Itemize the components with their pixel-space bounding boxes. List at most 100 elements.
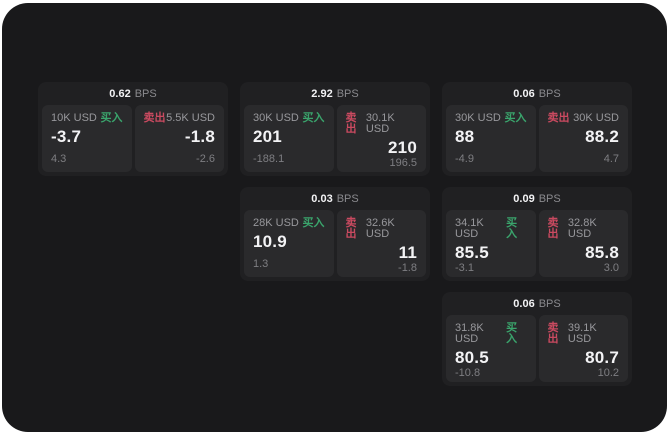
- quote-panels: 30K USD 买入 88 -4.9 卖出 30K USD 88.2 4.7: [446, 105, 628, 172]
- bps-unit-label: BPS: [538, 297, 561, 310]
- spread-card: 0.62 BPS 10K USD 买入 -3.7 4.3 卖出 5.5K USD…: [38, 82, 228, 176]
- buy-size-label: 28K USD: [253, 217, 299, 229]
- buy-size-label: 34.1K USD: [455, 217, 484, 240]
- bps-value: 0.03: [311, 192, 333, 205]
- bps-value: 0.06: [513, 297, 535, 310]
- bps-value: 0.62: [109, 87, 131, 100]
- sell-panel-top-row: 卖出 32.6K USD: [346, 218, 418, 240]
- buy-side-badge: 买入: [302, 112, 325, 124]
- card-header: 0.06 BPS: [446, 82, 628, 105]
- buy-quote-panel[interactable]: 10K USD 买入 -3.7 4.3: [42, 105, 132, 172]
- card-header: 0.62 BPS: [42, 82, 224, 105]
- buy-price-value: -3.7: [51, 127, 82, 146]
- buy-price-value: 10.9: [253, 232, 287, 251]
- buy-sub-value: -188.1: [253, 153, 285, 165]
- buy-panel-top-row: 31.8K USD 买入: [455, 323, 527, 345]
- sell-price-value: 11: [398, 243, 417, 262]
- buy-side-badge: 买入: [506, 217, 518, 240]
- sell-sub-value: 3.0: [603, 261, 619, 274]
- bps-unit-label: BPS: [336, 87, 359, 100]
- buy-size-label: 30K USD: [455, 112, 501, 124]
- sell-side-badge: 卖出: [547, 112, 570, 124]
- sell-price-value: 210: [388, 138, 417, 157]
- sell-panel-top-row: 卖出 39.1K USD: [548, 323, 620, 345]
- sell-side-badge: 卖出: [547, 217, 559, 240]
- bps-value: 0.09: [513, 192, 535, 205]
- sell-size-label: 5.5K USD: [166, 112, 215, 124]
- sell-sub-value: -1.8: [398, 261, 417, 274]
- sell-panel-top-row: 卖出 30.1K USD: [346, 113, 418, 135]
- sell-quote-panel[interactable]: 卖出 30.1K USD 210 196.5: [336, 105, 426, 172]
- buy-panel-top-row: 30K USD 买入: [455, 113, 527, 124]
- buy-panel-top-row: 34.1K USD 买入: [455, 218, 527, 240]
- card-header: 2.92 BPS: [244, 82, 426, 105]
- bps-value: 0.06: [513, 87, 535, 100]
- sell-price-value: 88.2: [585, 127, 619, 146]
- sell-size-label: 30.1K USD: [365, 112, 395, 135]
- sell-sub-value: 10.2: [597, 366, 619, 379]
- buy-side-badge: 买入: [506, 322, 518, 345]
- sell-quote-panel[interactable]: 卖出 30K USD 88.2 4.7: [538, 105, 628, 172]
- buy-size-label: 10K USD: [51, 112, 97, 124]
- buy-sub-value: 4.3: [51, 153, 67, 165]
- bps-unit-label: BPS: [336, 192, 359, 205]
- quote-panels: 10K USD 买入 -3.7 4.3 卖出 5.5K USD -1.8 -2.…: [42, 105, 224, 172]
- buy-sub-value: 1.3: [253, 258, 269, 270]
- buy-panel-top-row: 30K USD 买入: [253, 113, 325, 124]
- sell-price-value: 85.8: [585, 243, 619, 262]
- buy-sub-value: -4.9: [455, 153, 474, 165]
- spread-card: 0.09 BPS 34.1K USD 买入 85.5 -3.1 卖出 32.8K…: [442, 187, 632, 281]
- buy-side-badge: 买入: [504, 112, 527, 124]
- buy-sub-value: -10.8: [455, 366, 481, 379]
- sell-panel-top-row: 卖出 5.5K USD: [144, 113, 216, 124]
- sell-price-value: -1.8: [184, 127, 215, 146]
- buy-quote-panel[interactable]: 30K USD 买入 88 -4.9: [446, 105, 536, 172]
- buy-side-badge: 买入: [100, 112, 123, 124]
- spread-card: 2.92 BPS 30K USD 买入 201 -188.1 卖出 30.1K …: [240, 82, 430, 176]
- spread-card: 0.06 BPS 30K USD 买入 88 -4.9 卖出 30K USD 8…: [442, 82, 632, 176]
- sell-quote-panel[interactable]: 卖出 32.6K USD 11 -1.8: [336, 210, 426, 277]
- spread-card: 0.03 BPS 28K USD 买入 10.9 1.3 卖出 32.6K US…: [240, 187, 430, 281]
- sell-size-label: 39.1K USD: [567, 322, 597, 345]
- sell-size-label: 30K USD: [573, 112, 619, 124]
- bps-unit-label: BPS: [134, 87, 157, 100]
- sell-sub-value: -2.6: [196, 153, 215, 165]
- sell-quote-panel[interactable]: 卖出 5.5K USD -1.8 -2.6: [134, 105, 224, 172]
- buy-quote-panel[interactable]: 30K USD 买入 201 -188.1: [244, 105, 334, 172]
- buy-side-badge: 买入: [302, 217, 325, 229]
- buy-price-value: 80.5: [455, 348, 489, 367]
- sell-sub-value: 196.5: [389, 156, 417, 169]
- sell-size-label: 32.6K USD: [365, 217, 395, 240]
- sell-quote-panel[interactable]: 卖出 39.1K USD 80.7 10.2: [538, 315, 628, 382]
- bps-value: 2.92: [311, 87, 333, 100]
- bps-unit-label: BPS: [538, 87, 561, 100]
- quote-panels: 34.1K USD 买入 85.5 -3.1 卖出 32.8K USD 85.8…: [446, 210, 628, 277]
- buy-price-value: 201: [253, 127, 282, 146]
- sell-panel-top-row: 卖出 32.8K USD: [548, 218, 620, 240]
- sell-sub-value: 4.7: [603, 153, 619, 165]
- sell-price-value: 80.7: [585, 348, 619, 367]
- buy-size-label: 30K USD: [253, 112, 299, 124]
- buy-price-value: 85.5: [455, 243, 489, 262]
- buy-quote-panel[interactable]: 34.1K USD 买入 85.5 -3.1: [446, 210, 536, 277]
- buy-panel-top-row: 28K USD 买入: [253, 218, 325, 229]
- trading-app-window: 0.62 BPS 10K USD 买入 -3.7 4.3 卖出 5.5K USD…: [2, 3, 667, 432]
- bps-unit-label: BPS: [538, 192, 561, 205]
- card-header: 0.06 BPS: [446, 292, 628, 315]
- quote-cards-grid: 0.62 BPS 10K USD 买入 -3.7 4.3 卖出 5.5K USD…: [38, 82, 632, 386]
- quote-panels: 30K USD 买入 201 -188.1 卖出 30.1K USD 210 1…: [244, 105, 426, 172]
- buy-panel-top-row: 10K USD 买入: [51, 113, 123, 124]
- buy-price-value: 88: [455, 127, 475, 146]
- buy-quote-panel[interactable]: 31.8K USD 买入 80.5 -10.8: [446, 315, 536, 382]
- sell-side-badge: 卖出: [143, 112, 166, 124]
- buy-quote-panel[interactable]: 28K USD 买入 10.9 1.3: [244, 210, 334, 277]
- sell-side-badge: 卖出: [547, 322, 559, 345]
- sell-size-label: 32.8K USD: [567, 217, 597, 240]
- sell-quote-panel[interactable]: 卖出 32.8K USD 85.8 3.0: [538, 210, 628, 277]
- spread-card: 0.06 BPS 31.8K USD 买入 80.5 -10.8 卖出 39.1…: [442, 292, 632, 386]
- sell-panel-top-row: 卖出 30K USD: [548, 113, 620, 124]
- buy-sub-value: -3.1: [455, 261, 474, 274]
- quote-panels: 28K USD 买入 10.9 1.3 卖出 32.6K USD 11 -1.8: [244, 210, 426, 277]
- sell-side-badge: 卖出: [345, 112, 357, 135]
- buy-size-label: 31.8K USD: [455, 322, 484, 345]
